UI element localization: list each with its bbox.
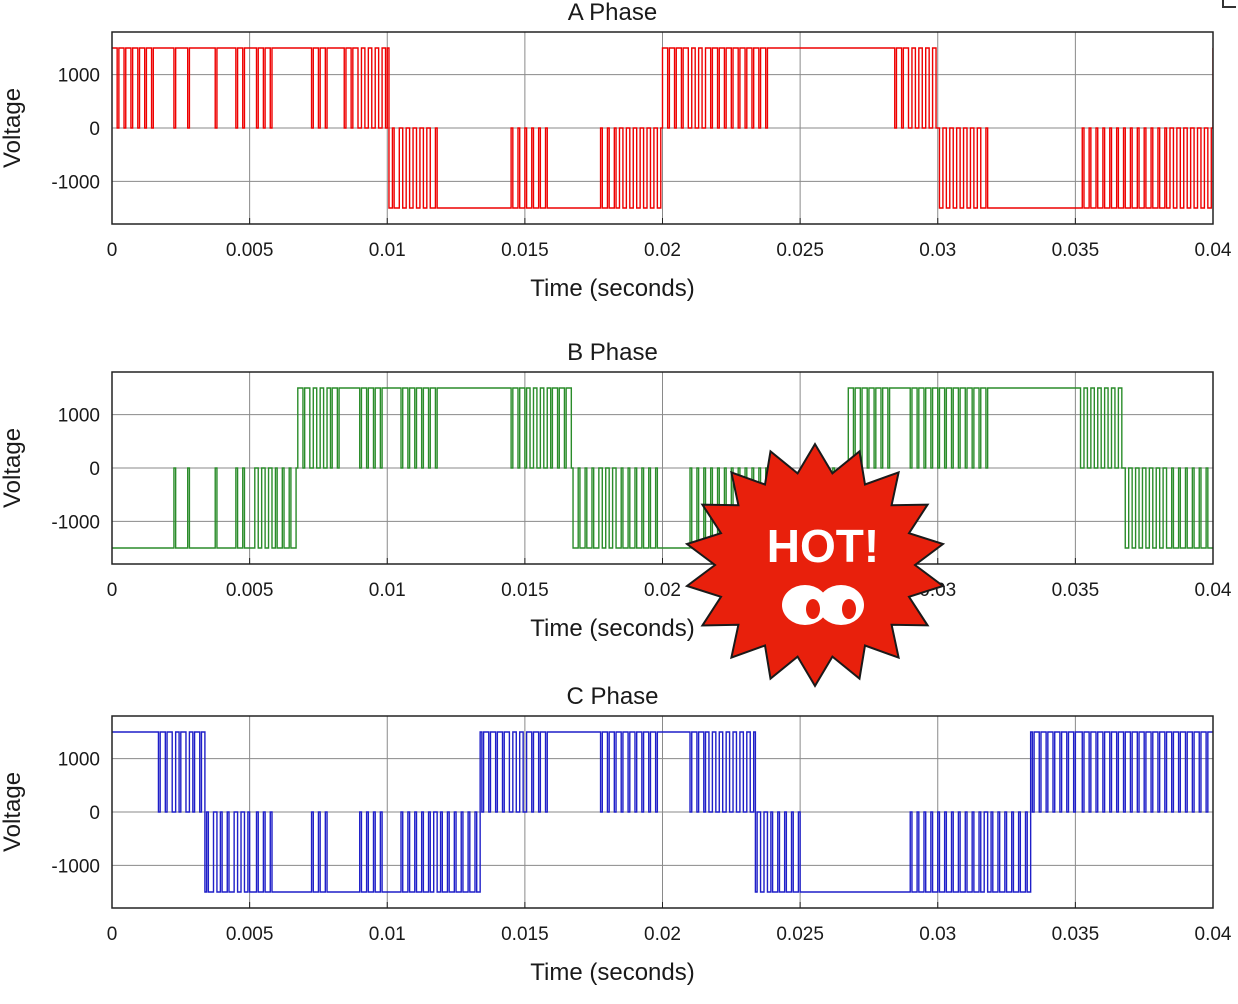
x-tick-label: 0.025 — [776, 240, 824, 261]
x-tick-label: 0.03 — [919, 240, 956, 261]
x-tick-label: 0.015 — [501, 924, 549, 945]
right-eye — [818, 585, 864, 625]
y-tick-label: 1000 — [58, 750, 100, 771]
left-pupil — [806, 599, 820, 619]
chart-panel-1: 0 0.005 0.01 0.015 0.02 0.025 0.03 0.035 0.04 100… — [0, 0, 1232, 302]
x-tick-label: 0.01 — [369, 240, 406, 261]
x-tick-label: 0.04 — [1195, 924, 1232, 945]
series-line — [112, 47, 1213, 209]
x-tick-label: 0.015 — [501, 240, 549, 261]
starburst-shape — [684, 442, 946, 688]
x-tick-label: 0.015 — [501, 580, 549, 601]
x-tick-label: 0.005 — [226, 240, 274, 261]
x-tick-label: 0 — [107, 924, 118, 945]
chart-panel-2: 00.0050.010.0150.020.0250.030.0350.04100… — [0, 339, 1232, 642]
y-axis-label: Voltage — [0, 88, 26, 168]
x-tick-label: 0.005 — [226, 924, 274, 945]
y-tick-label: 0 — [89, 803, 100, 824]
y-tick-label: -1000 — [51, 856, 100, 877]
x-tick-label: 0 — [107, 240, 118, 261]
y-axis-label: Voltage — [0, 772, 26, 852]
x-tick-label: 0.04 — [1195, 240, 1232, 261]
x-tick-label: 0.02 — [644, 580, 681, 601]
window-corner-mark — [1222, 0, 1236, 8]
x-tick-label: 0.025 — [776, 924, 824, 945]
x-tick-label: 0.005 — [226, 580, 274, 601]
x-tick-label: 0.03 — [919, 924, 956, 945]
y-tick-label: -1000 — [51, 512, 100, 533]
x-tick-label: 0 — [107, 580, 118, 601]
x-tick-label: 0.02 — [644, 924, 681, 945]
right-pupil — [842, 599, 856, 619]
x-axis-label: Time (seconds) — [530, 615, 694, 642]
badge-text: HOT! — [767, 520, 879, 572]
x-tick-label: 0.035 — [1052, 924, 1100, 945]
x-tick-label: 0.01 — [369, 580, 406, 601]
y-tick-label: 1000 — [58, 406, 100, 427]
y-tick-label: 1000 — [58, 66, 100, 87]
x-tick-label: 0.035 — [1052, 580, 1100, 601]
x-axis-label: Time (seconds) — [530, 959, 694, 986]
chart-title: B Phase — [567, 339, 658, 366]
series-line — [112, 731, 1213, 893]
chart-title: A Phase — [568, 0, 657, 26]
eyes-icon — [782, 585, 864, 625]
y-tick-label: 0 — [89, 459, 100, 480]
x-tick-label: 0.04 — [1195, 580, 1232, 601]
y-tick-label: -1000 — [51, 172, 100, 193]
y-axis-label: Voltage — [0, 428, 26, 508]
x-tick-label: 0.035 — [1052, 240, 1100, 261]
chart-title: C Phase — [566, 683, 658, 710]
x-tick-label: 0.02 — [644, 240, 681, 261]
hot-badge: HOT! — [684, 442, 946, 688]
x-tick-label: 0.01 — [369, 924, 406, 945]
x-axis-label: Time (seconds) — [530, 275, 694, 302]
chart-panel-3: 0 0.005 0.01 0.015 0.02 0.025 0.03 0.035 0.04 100… — [0, 683, 1232, 986]
y-tick-label: 0 — [89, 119, 100, 140]
